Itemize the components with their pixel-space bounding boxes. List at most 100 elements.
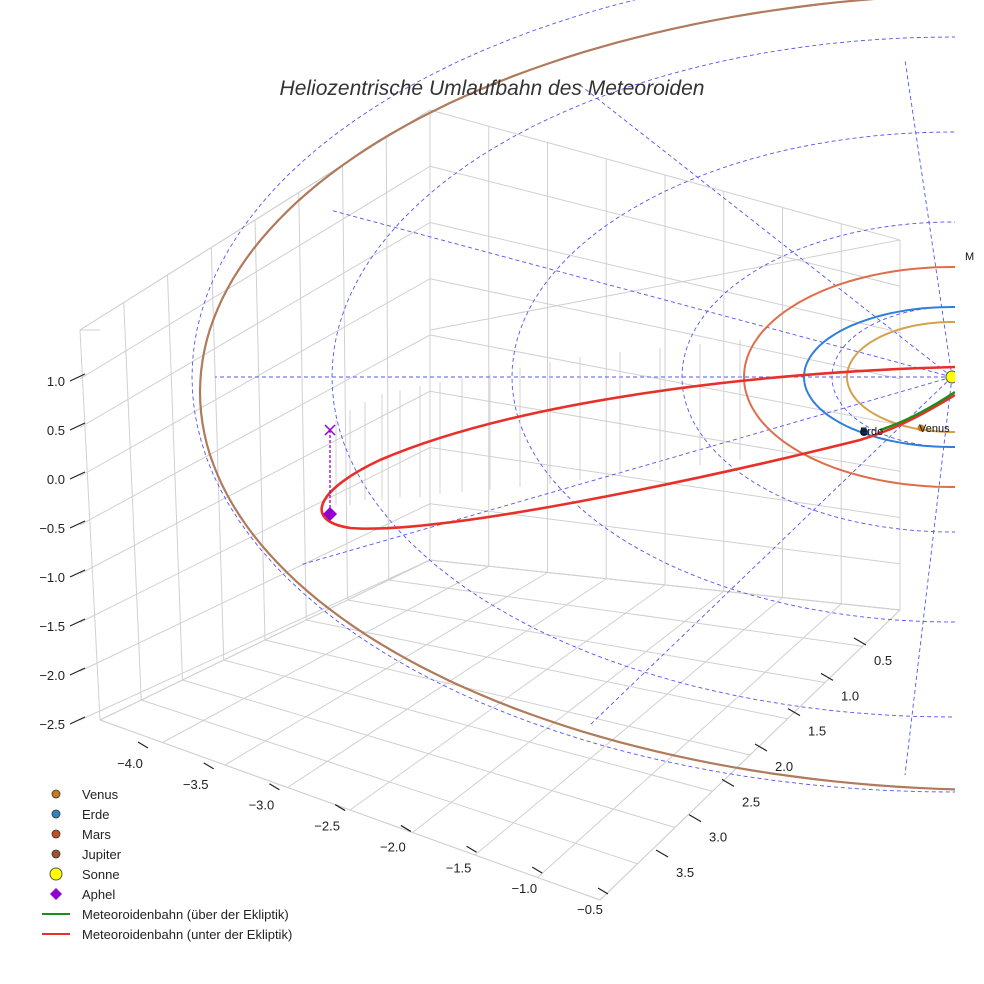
grid-line bbox=[388, 579, 863, 647]
z-axis-tick-mark bbox=[69, 422, 86, 431]
legend-item: Meteoroidenbahn (über der Ekliptik) bbox=[42, 907, 289, 922]
grid-line bbox=[79, 329, 101, 721]
z-axis-tick-label: 1.0 bbox=[47, 374, 65, 389]
x-axis-tick-mark bbox=[466, 845, 477, 853]
grid-line bbox=[254, 219, 266, 641]
z-axis-tick-mark bbox=[69, 520, 86, 529]
grid-line bbox=[474, 597, 783, 856]
grid-line bbox=[210, 247, 225, 661]
erde-marker bbox=[860, 428, 868, 436]
y-axis-tick-mark bbox=[820, 672, 834, 681]
legend-item: Meteoroidenbahn (unter der Ekliptik) bbox=[42, 927, 292, 942]
x-axis-tick-label: −1.0 bbox=[511, 881, 537, 896]
z-axis-tick-label: −1.5 bbox=[39, 619, 65, 634]
legend-label: Erde bbox=[82, 807, 109, 822]
legend-item: Jupiter bbox=[51, 847, 122, 862]
z-axis-tick-mark bbox=[69, 716, 86, 725]
grid-line bbox=[349, 584, 666, 811]
legend-item: Sonne bbox=[49, 867, 120, 882]
x-axis-tick-label: −3.0 bbox=[249, 798, 275, 813]
y-axis-tick-label: 2.5 bbox=[742, 794, 760, 809]
y-axis-tick-mark bbox=[655, 849, 669, 858]
meteoroid-orbit-above bbox=[879, 390, 955, 432]
legend-label: Jupiter bbox=[82, 847, 122, 862]
grid-line bbox=[79, 165, 431, 380]
reference-ring bbox=[191, 0, 955, 793]
x-axis-tick-mark bbox=[269, 783, 280, 791]
x-axis-tick-label: −2.5 bbox=[314, 819, 340, 834]
y-axis-tick-label: 1.0 bbox=[841, 688, 859, 703]
x-axis-ticks: −4.0 −3.5 −3.0 −2.5 −2.0 −1.5 −1.0 −0.5 bbox=[117, 741, 609, 917]
grid-line bbox=[385, 137, 390, 581]
z-axis-tick-mark bbox=[69, 569, 86, 578]
z-axis-tick-label: −1.0 bbox=[39, 570, 65, 585]
legend-label: Meteoroidenbahn (unter der Ekliptik) bbox=[82, 927, 292, 942]
y-axis-tick-mark bbox=[688, 814, 702, 823]
reference-spoke bbox=[904, 59, 953, 378]
legend-item: Mars bbox=[51, 827, 111, 842]
planet-label-venus: Venus bbox=[919, 423, 950, 435]
x-axis-tick-label: −1.5 bbox=[446, 860, 472, 875]
y-axis-tick-label: 1.5 bbox=[808, 724, 826, 739]
chart-title: Heliozentrische Umlaufbahn des Meteoroid… bbox=[280, 77, 705, 100]
x-axis-tick-label: −3.5 bbox=[183, 777, 209, 792]
x-axis-tick-label: −2.0 bbox=[380, 839, 406, 854]
sonne-marker bbox=[945, 370, 955, 384]
legend-label: Venus bbox=[82, 787, 119, 802]
grid-line bbox=[79, 447, 431, 623]
y-axis-tick-mark bbox=[787, 708, 801, 717]
z-axis-tick-mark bbox=[69, 373, 86, 382]
legend-circle-swatch bbox=[51, 829, 61, 839]
legend-label: Aphel bbox=[82, 887, 115, 902]
grid-line bbox=[599, 609, 901, 901]
reference-spoke bbox=[579, 84, 953, 378]
y-axis-tick-label: 3.5 bbox=[676, 865, 694, 880]
legend-item: Venus bbox=[51, 787, 119, 802]
orbit-venus bbox=[845, 321, 955, 433]
planet-label-erde: Erde bbox=[860, 426, 883, 438]
y-axis-tick-label: 0.5 bbox=[874, 653, 892, 668]
z-axis-tick-mark bbox=[69, 618, 86, 627]
x-axis-tick-mark bbox=[203, 762, 215, 770]
x-axis-tick-mark bbox=[531, 866, 543, 874]
x-axis-tick-mark bbox=[334, 804, 346, 812]
planet-label-mars: M bbox=[965, 251, 974, 263]
grid-line bbox=[537, 603, 842, 878]
grid-line bbox=[79, 278, 431, 477]
meteoroid-orbit bbox=[320, 365, 955, 530]
y-axis-tick-label: 3.0 bbox=[709, 830, 727, 845]
z-axis-tick-label: 0.5 bbox=[47, 423, 65, 438]
z-axis-tick-mark bbox=[69, 667, 86, 676]
planet-orbits bbox=[198, 0, 955, 791]
y-axis-tick-mark bbox=[853, 637, 867, 646]
grid-line bbox=[167, 274, 183, 681]
legend-circle-swatch bbox=[51, 849, 61, 859]
z-axis-tick-label: −2.5 bbox=[39, 717, 65, 732]
meteoroid-orbit-below bbox=[320, 365, 955, 530]
x-axis-tick-mark bbox=[137, 741, 149, 749]
y-axis-tick-mark bbox=[721, 778, 735, 787]
y-axis-tick-mark bbox=[754, 743, 768, 752]
grid-line bbox=[429, 559, 901, 611]
grid-line bbox=[79, 390, 431, 575]
grid-line bbox=[347, 599, 826, 683]
grid-line bbox=[306, 619, 788, 720]
x-axis-tick-label: −0.5 bbox=[577, 902, 603, 917]
legend-item: Erde bbox=[51, 807, 109, 822]
legend-circle-swatch bbox=[51, 789, 61, 799]
x-axis-tick-mark bbox=[400, 824, 412, 832]
z-axis-tick-mark bbox=[69, 471, 86, 480]
grid-line bbox=[79, 222, 431, 428]
z-axis-tick-label: 0.0 bbox=[47, 472, 65, 487]
reference-spoke bbox=[299, 376, 953, 566]
y-axis-ticks: 0.5 1.0 1.5 2.0 2.5 3.0 3.5 bbox=[655, 637, 892, 880]
grid-line bbox=[79, 559, 431, 721]
legend-label: Mars bbox=[82, 827, 111, 842]
aphel-marker bbox=[323, 507, 337, 521]
aphel-projection-marker bbox=[324, 424, 336, 436]
z-axis-ticks: 1.0 0.5 0.0 −0.5 −1.0 −1.5 −2.0 −2.5 bbox=[39, 373, 86, 732]
legend-label: Meteoroidenbahn (über der Ekliptik) bbox=[82, 907, 289, 922]
axis-grid bbox=[79, 109, 901, 901]
legend-circle-swatch bbox=[49, 867, 63, 881]
venus-marker bbox=[917, 424, 925, 432]
